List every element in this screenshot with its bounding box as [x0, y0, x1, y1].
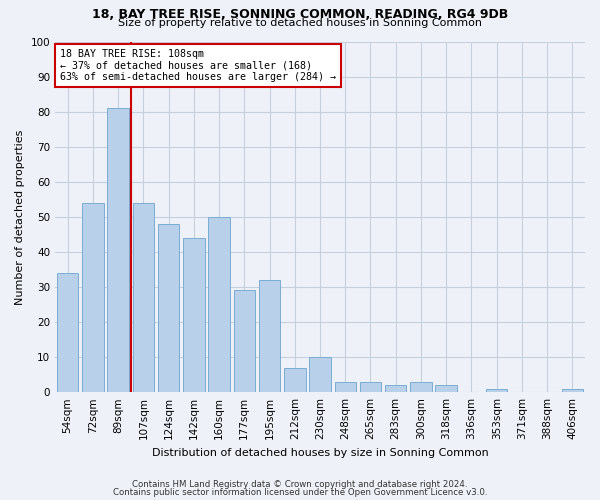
- Bar: [360, 382, 381, 392]
- Bar: [284, 368, 305, 392]
- Y-axis label: Number of detached properties: Number of detached properties: [15, 129, 25, 304]
- Bar: [309, 357, 331, 392]
- Bar: [486, 388, 508, 392]
- Bar: [385, 385, 406, 392]
- Bar: [82, 203, 104, 392]
- Bar: [436, 385, 457, 392]
- Text: Contains HM Land Registry data © Crown copyright and database right 2024.: Contains HM Land Registry data © Crown c…: [132, 480, 468, 489]
- Text: 18 BAY TREE RISE: 108sqm
← 37% of detached houses are smaller (168)
63% of semi-: 18 BAY TREE RISE: 108sqm ← 37% of detach…: [61, 48, 337, 82]
- Bar: [183, 238, 205, 392]
- Bar: [335, 382, 356, 392]
- Bar: [57, 273, 79, 392]
- Bar: [259, 280, 280, 392]
- Bar: [562, 388, 583, 392]
- Bar: [107, 108, 129, 392]
- Bar: [133, 203, 154, 392]
- X-axis label: Distribution of detached houses by size in Sonning Common: Distribution of detached houses by size …: [152, 448, 488, 458]
- Text: Contains public sector information licensed under the Open Government Licence v3: Contains public sector information licen…: [113, 488, 487, 497]
- Bar: [158, 224, 179, 392]
- Bar: [208, 217, 230, 392]
- Text: 18, BAY TREE RISE, SONNING COMMON, READING, RG4 9DB: 18, BAY TREE RISE, SONNING COMMON, READI…: [92, 8, 508, 20]
- Bar: [410, 382, 431, 392]
- Text: Size of property relative to detached houses in Sonning Common: Size of property relative to detached ho…: [118, 18, 482, 28]
- Bar: [233, 290, 255, 392]
